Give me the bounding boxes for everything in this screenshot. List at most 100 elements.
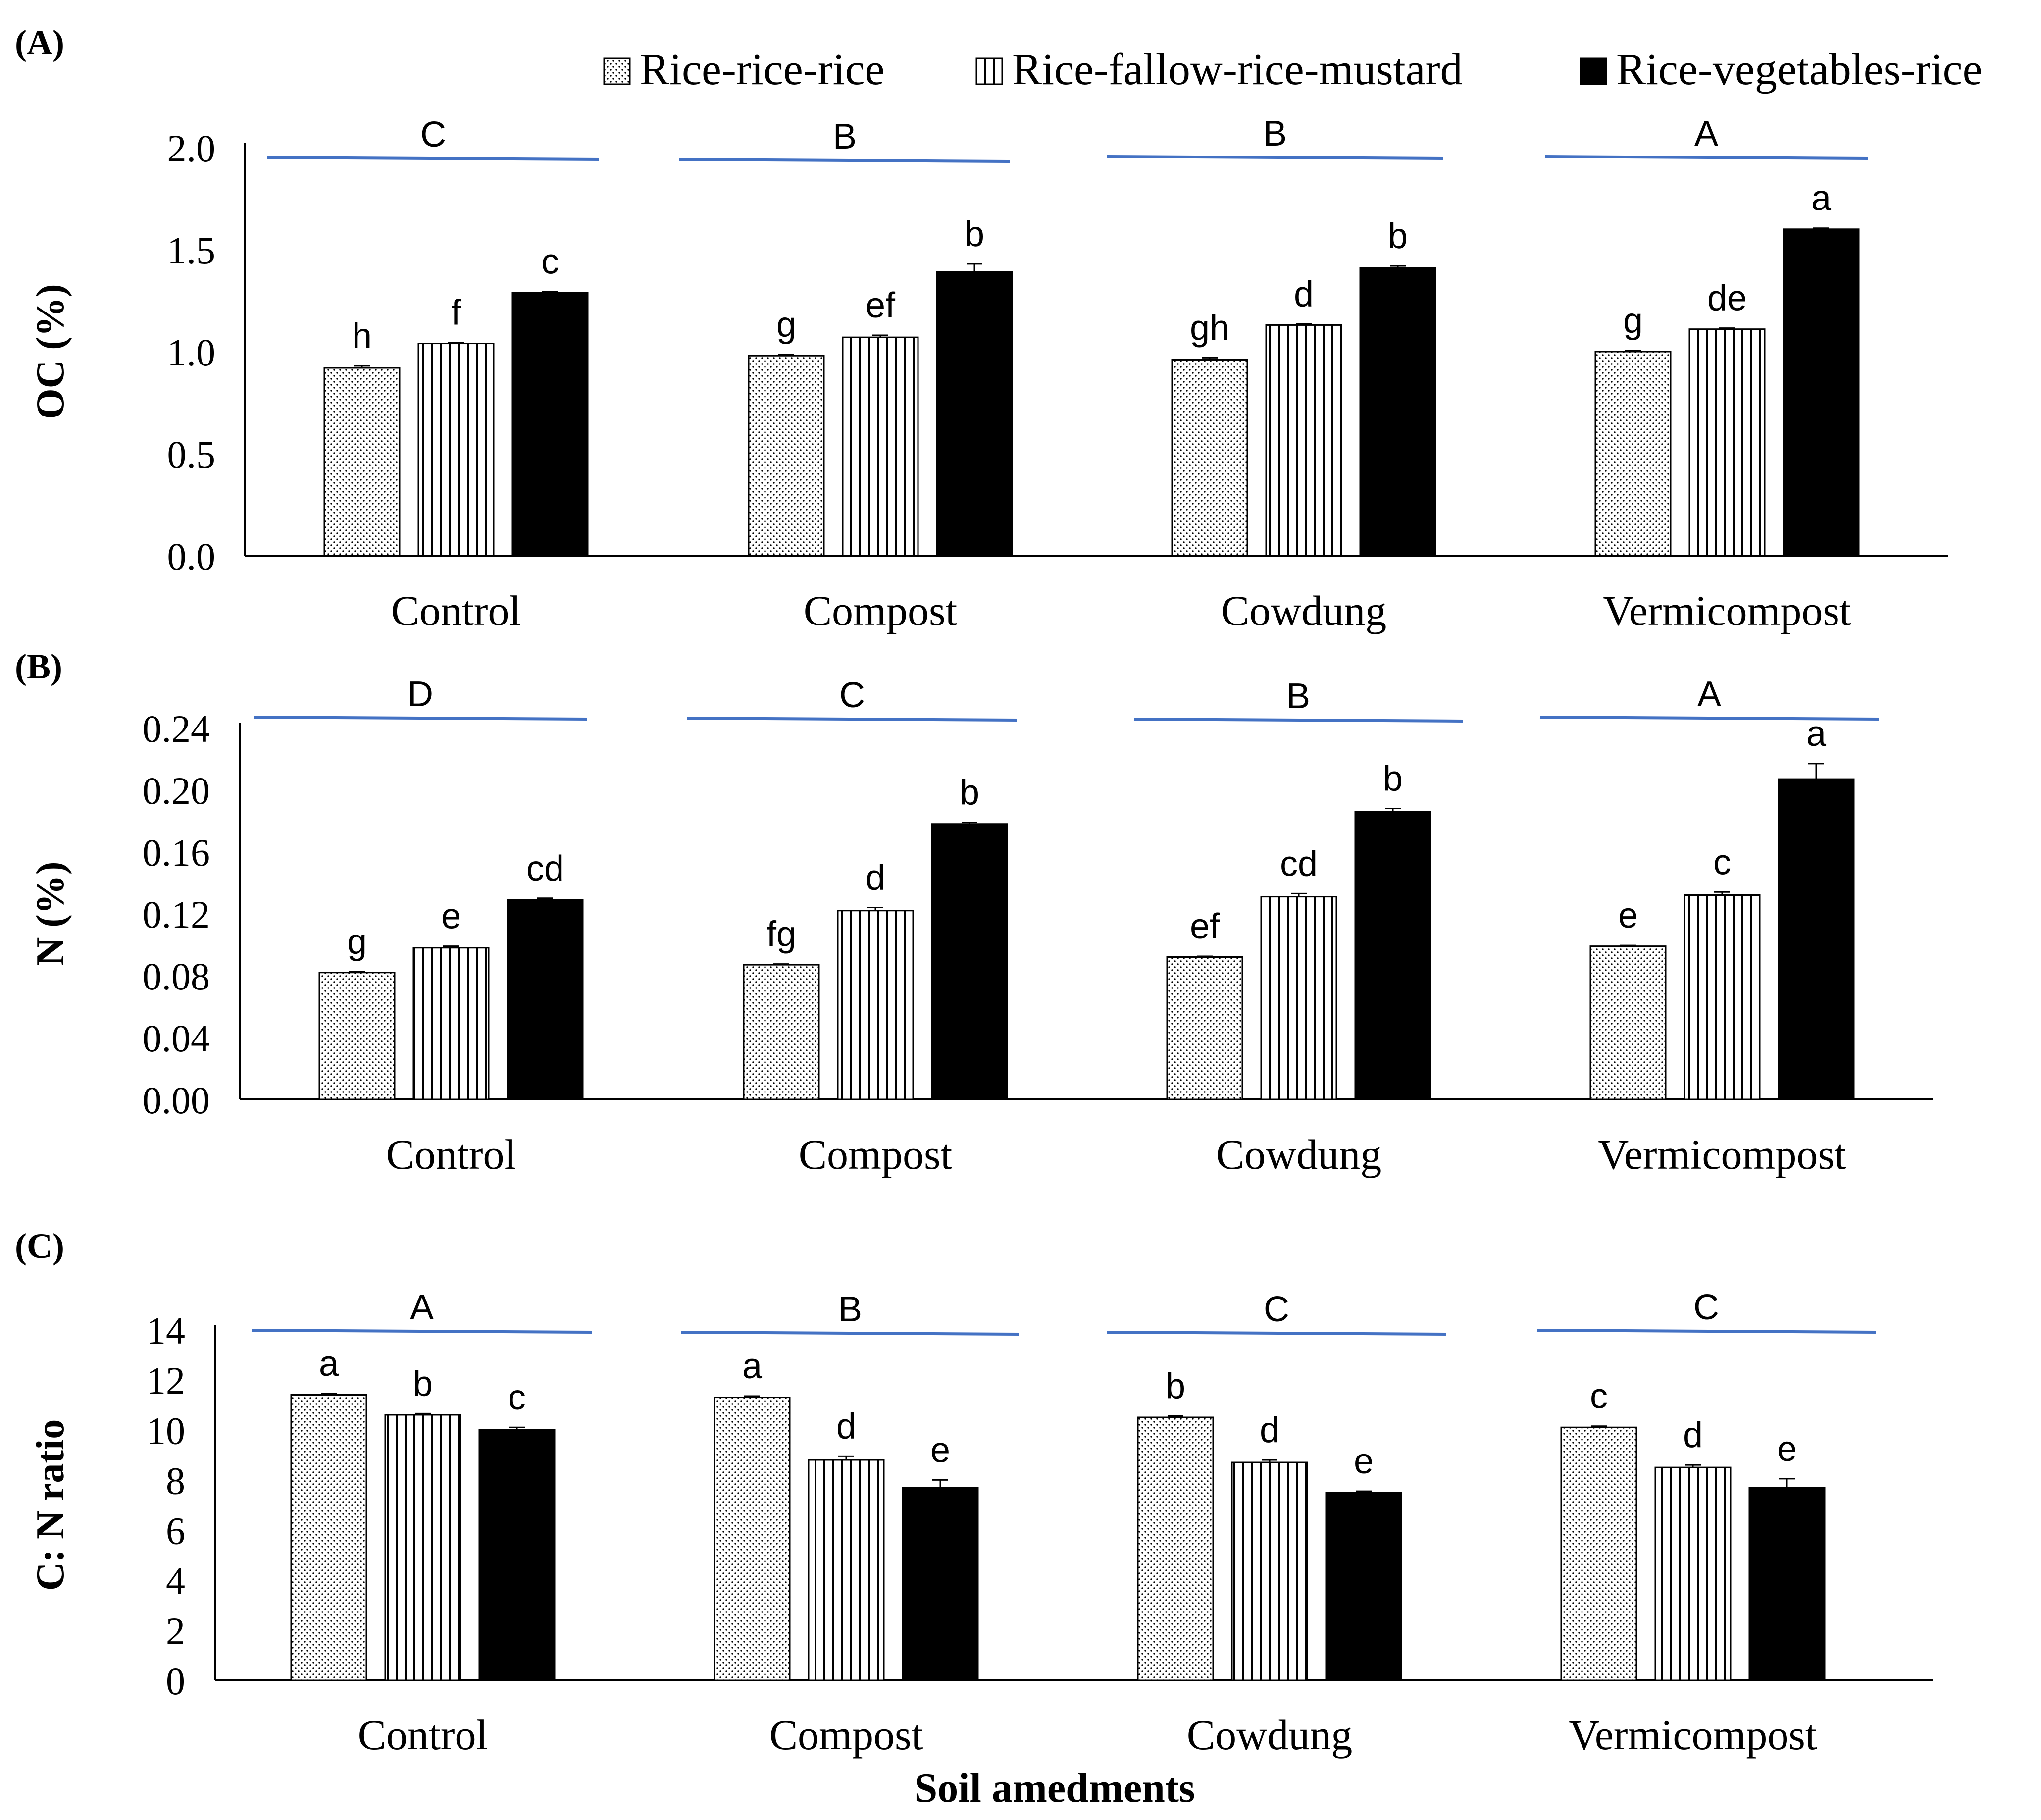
- bar-significance-letter: b: [1166, 1366, 1185, 1406]
- bar-rice-fallow-rice-mustard-control: [384, 1414, 461, 1681]
- bar-significance-letter: h: [352, 316, 372, 356]
- category-label-control: Control: [358, 1711, 488, 1759]
- category-label-control: Control: [386, 1131, 516, 1178]
- bar-significance-letter: d: [866, 858, 885, 898]
- y-axis-title: C: N ratio: [29, 1419, 72, 1591]
- y-tick-label: 0.16: [143, 831, 210, 874]
- y-tick-label: 6: [166, 1509, 185, 1553]
- group-significance-letter: B: [833, 117, 857, 156]
- bar-significance-letter: d: [1260, 1410, 1279, 1450]
- bar-rice-fallow-rice-mustard-control: [417, 343, 495, 557]
- group-significance-line: [679, 158, 1011, 163]
- bar-rice-fallow-rice-mustard-compost: [837, 910, 914, 1100]
- bar-significance-letter: fg: [766, 915, 796, 954]
- bar-significance-letter: e: [1777, 1429, 1797, 1469]
- bar-significance-letter: a: [319, 1344, 339, 1384]
- bar-rice-rice-rice-vermicompost: [1560, 1426, 1637, 1681]
- group-significance-letter: B: [838, 1290, 862, 1329]
- bar-rice-fallow-rice-mustard-vermicompost: [1688, 328, 1766, 557]
- legend: Rice-rice-rice Rice-fallow-rice-mustard …: [603, 45, 1983, 94]
- category-label-cowdung: Cowdung: [1216, 1131, 1381, 1178]
- group-significance-line: [1133, 718, 1463, 723]
- category-label-compost: Compost: [804, 587, 958, 634]
- bar-rice-vegetables-rice-cowdung: [1354, 811, 1431, 1100]
- group-significance-letter: C: [1264, 1290, 1289, 1329]
- bar-rice-rice-rice-cowdung: [1166, 956, 1243, 1100]
- bar-significance-letter: a: [1811, 179, 1832, 218]
- bar-significance-letter: b: [1383, 759, 1403, 799]
- bar-significance-letter: cd: [526, 849, 564, 888]
- category-label-compost: Compost: [769, 1711, 923, 1759]
- bar-significance-letter: c: [508, 1378, 526, 1417]
- panel-label: (C): [15, 1226, 64, 1266]
- y-tick-label: 0.08: [143, 955, 210, 998]
- bar-rice-fallow-rice-mustard-vermicompost: [1684, 894, 1761, 1100]
- bar-rice-rice-rice-cowdung: [1137, 1416, 1214, 1681]
- bar-rice-vegetables-rice-compost: [936, 271, 1013, 557]
- y-tick-label: 14: [147, 1309, 185, 1352]
- y-tick-label: 0.00: [143, 1079, 210, 1122]
- y-tick-label: 1.0: [167, 331, 216, 374]
- legend-label-rice-vegetables-rice: Rice-vegetables-rice: [1616, 45, 1983, 94]
- bar-rice-rice-rice-control: [318, 972, 396, 1100]
- legend-label-rice-rice-rice: Rice-rice-rice: [640, 45, 885, 94]
- group-significance-line: [687, 717, 1018, 722]
- bar-significance-letter: g: [1623, 301, 1643, 341]
- group-significance-letter: A: [410, 1288, 434, 1327]
- panel-n: (B) N (%) 0.00 0.04 0.08 0.12 0.16 0.20 0.24 Cont…: [15, 647, 1933, 1178]
- bar-significance-letter: e: [930, 1430, 950, 1470]
- group-significance-letter: B: [1286, 676, 1310, 716]
- group-significance-line: [267, 156, 600, 161]
- bar-rice-rice-rice-compost: [743, 964, 820, 1100]
- bar-rice-vegetables-rice-control: [507, 899, 584, 1100]
- y-axis-title: OC (%): [29, 284, 72, 419]
- group-significance-line: [1536, 1329, 1876, 1334]
- category-label-vermicompost: Vermicompost: [1598, 1131, 1846, 1178]
- y-axis-title: N (%): [29, 861, 72, 966]
- bar-rice-vegetables-rice-vermicompost: [1748, 1487, 1826, 1681]
- panel-oc: (A) OC (%) 0.0 0.5 1.0 1.5 2.0 Control Ch f c Compo…: [15, 23, 1948, 634]
- group-significance-letter: C: [1693, 1288, 1719, 1327]
- y-tick-label: 0.20: [143, 769, 210, 812]
- y-tick-label: 0.12: [143, 893, 210, 936]
- y-tick-label: 2: [166, 1610, 185, 1653]
- bar-significance-letter: a: [1806, 714, 1827, 754]
- bar-rice-rice-rice-control: [290, 1394, 367, 1681]
- category-label-control: Control: [391, 587, 521, 634]
- group-significance-line: [1544, 155, 1868, 160]
- bar-rice-vegetables-rice-cowdung: [1359, 267, 1436, 557]
- y-tick-label: 1.5: [167, 229, 216, 272]
- bar-significance-letter: b: [960, 773, 979, 813]
- group-significance-line: [251, 1329, 593, 1334]
- category-label-cowdung: Cowdung: [1221, 587, 1386, 634]
- bar-rice-fallow-rice-mustard-cowdung: [1231, 1461, 1308, 1681]
- bar-significance-letter: d: [1683, 1415, 1703, 1455]
- bar-rice-fallow-rice-mustard-cowdung: [1260, 896, 1337, 1100]
- bar-rice-rice-rice-compost: [714, 1397, 791, 1681]
- y-tick-label: 0.24: [143, 707, 210, 750]
- y-tick-label: 12: [147, 1359, 185, 1402]
- group-significance-line: [681, 1331, 1020, 1336]
- bar-significance-letter: g: [347, 922, 367, 962]
- y-tick-label: 0: [166, 1660, 185, 1703]
- bar-significance-letter: e: [441, 897, 461, 936]
- x-axis-title: Soil amedments: [915, 1765, 1195, 1811]
- bar-significance-letter: f: [451, 293, 461, 332]
- group-significance-letter: D: [408, 675, 433, 714]
- legend-swatch-rice-vegetables-rice: [1580, 57, 1607, 85]
- bar-rice-vegetables-rice-control: [478, 1429, 556, 1681]
- group-significance-letter: A: [1694, 114, 1718, 154]
- bar-rice-vegetables-rice-cowdung: [1325, 1492, 1402, 1681]
- y-tick-label: 10: [147, 1409, 185, 1452]
- bar-rice-rice-rice-control: [323, 367, 401, 557]
- panel-label: (A): [15, 23, 64, 62]
- bar-rice-vegetables-rice-vermicompost: [1783, 228, 1860, 557]
- bar-rice-vegetables-rice-compost: [902, 1487, 979, 1681]
- bar-significance-letter: b: [1388, 216, 1408, 256]
- group-significance-line: [1107, 1331, 1446, 1336]
- bar-rice-fallow-rice-mustard-cowdung: [1265, 324, 1342, 557]
- bar-rice-fallow-rice-mustard-compost: [842, 336, 919, 557]
- bar-rice-fallow-rice-mustard-vermicompost: [1654, 1466, 1732, 1681]
- bar-rice-rice-rice-vermicompost: [1594, 351, 1672, 557]
